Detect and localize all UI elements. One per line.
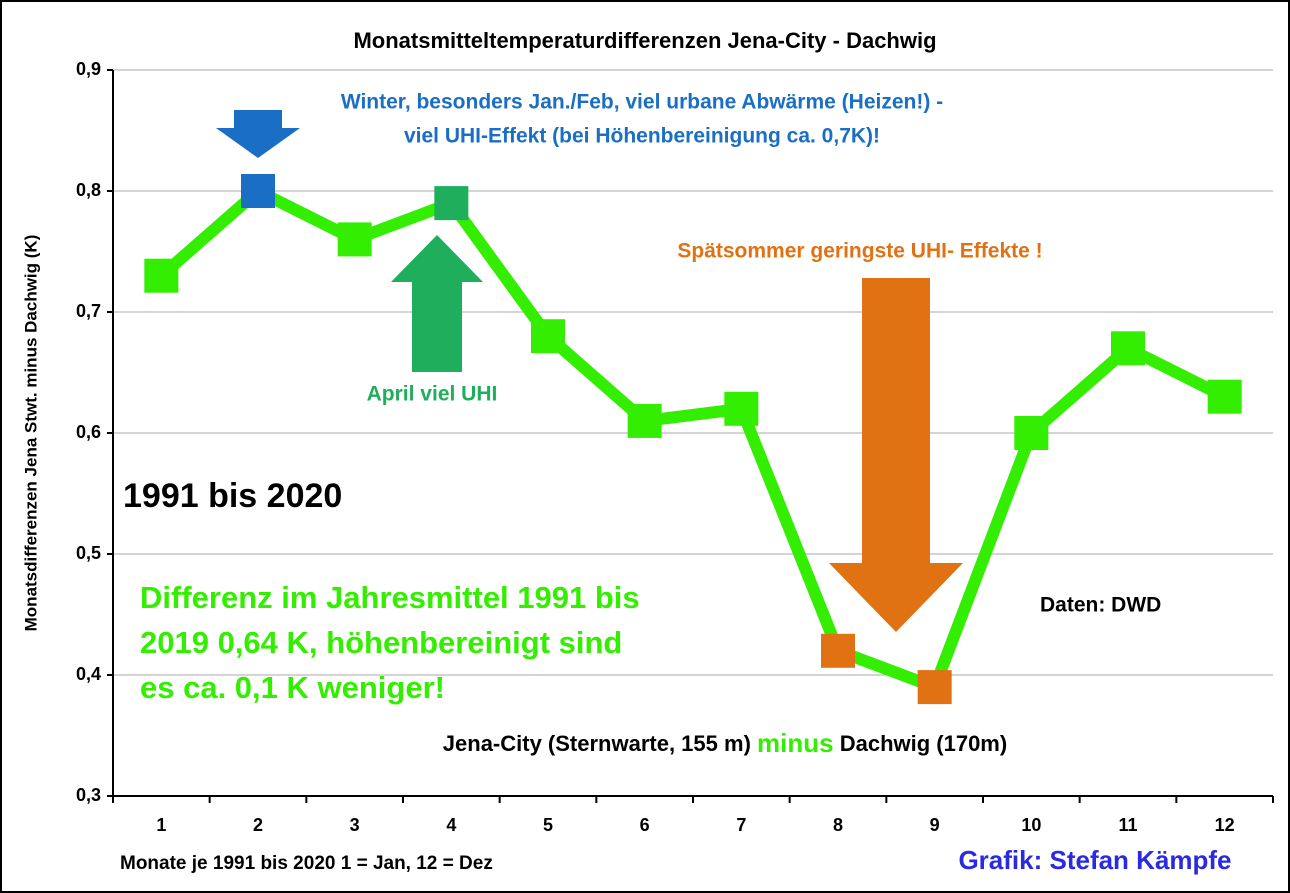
x-axis-label: Monate je 1991 bis 2020 1 = Jan, 12 = De… — [120, 853, 493, 874]
annotation: Daten: DWD — [1040, 594, 1161, 617]
annotation-part: minus — [757, 728, 834, 758]
marker — [531, 319, 565, 354]
marker — [144, 258, 179, 293]
x-tick-label: 11 — [1118, 815, 1137, 835]
annotation: viel UHI-Effekt (bei Höhenbereinigung ca… — [404, 125, 880, 148]
x-tick-label: 10 — [1021, 815, 1041, 835]
green-arrow — [391, 235, 483, 372]
marker — [627, 403, 662, 438]
marker — [917, 670, 952, 705]
x-tick-label: 12 — [1215, 815, 1235, 835]
x-tick-label: 8 — [833, 815, 843, 835]
blue-arrow — [216, 110, 300, 158]
annotation: April viel UHI — [367, 383, 498, 406]
x-tick-label: 6 — [640, 815, 650, 835]
plot: 1 2 3 4 5 6 7 8 9 10 11 12 — [144, 174, 1242, 835]
annotation: Spätsommer geringste UHI- Effekte ! — [677, 240, 1042, 263]
annotation: es ca. 0,1 K weniger! — [140, 670, 445, 705]
annotation: Differenz im Jahresmittel 1991 bis — [140, 580, 640, 615]
y-tick-label: 0,8 — [76, 180, 101, 200]
y-tick-label: 0,7 — [76, 301, 101, 321]
y-tick-label: 0,9 — [76, 59, 101, 79]
annotation-part: Dachwig (170m) — [834, 731, 1008, 756]
x-tick-label: 7 — [736, 815, 746, 835]
annotation-part: Jena-City (Sternwarte, 155 m) — [443, 731, 757, 756]
marker — [337, 222, 372, 257]
marker — [724, 391, 759, 426]
x-tick-label: 4 — [446, 815, 456, 835]
x-tick-label: 9 — [930, 815, 940, 835]
marker — [434, 186, 469, 221]
x-tick-label: 5 — [543, 815, 553, 835]
marker — [1207, 379, 1242, 414]
y-tick-label: 0,4 — [76, 664, 101, 684]
y-tick-label: 0,6 — [76, 422, 101, 442]
x-tick-label: 1 — [156, 815, 166, 835]
annotation: Winter, besonders Jan./Feb, viel urbane … — [341, 91, 943, 114]
y-tick-label: 0,3 — [76, 785, 101, 805]
y-axis-label: Monatsdifferenzen Jena Stwt. minus Dachw… — [21, 235, 40, 632]
annotation: 2019 0,64 K, höhenbereinigt sind — [140, 625, 622, 660]
marker — [241, 174, 275, 208]
credit: Grafik: Stefan Kämpfe — [958, 845, 1231, 875]
grid: 0,3 0,4 0,5 0,6 0,7 0,8 0,9 — [76, 59, 1274, 805]
marker — [821, 633, 855, 668]
marker — [1111, 331, 1145, 366]
orange-arrow — [829, 278, 963, 632]
annotation: 1991 bis 2020 — [123, 477, 342, 515]
x-tick-label: 3 — [350, 815, 360, 835]
x-tick-label: 2 — [253, 815, 263, 835]
y-tick-label: 0,5 — [76, 543, 101, 563]
marker — [1014, 416, 1049, 450]
chart-title: Monatsmitteltemperaturdifferenzen Jena-C… — [353, 28, 936, 53]
annotation: Jena-City (Sternwarte, 155 m) minus Dach… — [443, 728, 1007, 758]
